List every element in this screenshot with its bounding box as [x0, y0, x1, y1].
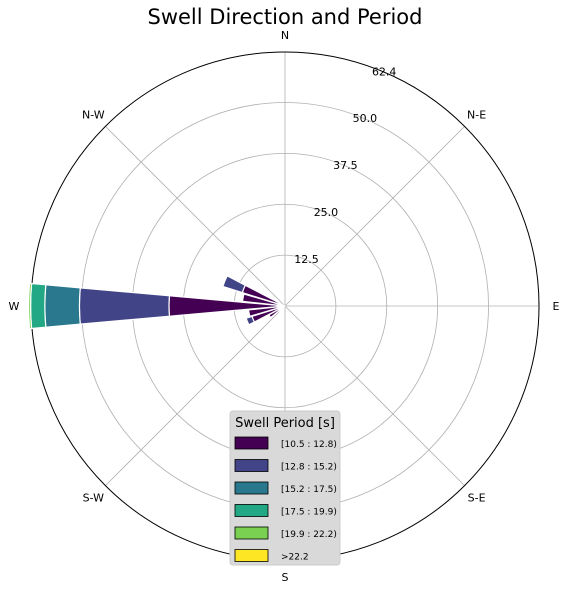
rose-bars	[29, 276, 285, 329]
radial-tick-label-0: 12.5	[294, 253, 319, 266]
legend-swatch-2	[235, 482, 268, 494]
legend-label-1: [12.8 : 15.2)	[281, 463, 337, 473]
bar-0-bin-2	[45, 285, 80, 327]
direction-label-n-w: N-W	[82, 108, 105, 121]
radial-tick-label-4: 62.4	[372, 65, 397, 78]
legend-swatch-4	[235, 527, 268, 539]
direction-label-s: S	[282, 571, 289, 584]
legend-title: Swell Period [s]	[235, 416, 335, 431]
legend-label-0: [10.5 : 12.8)	[281, 440, 337, 450]
direction-label-n-e: N-E	[467, 108, 486, 121]
legend-swatch-1	[235, 460, 268, 472]
direction-label-w: W	[9, 300, 20, 313]
legend: Swell Period [s] [10.5 : 12.8) [12.8 : 15…	[230, 411, 340, 565]
legend-swatch-5	[235, 550, 268, 562]
legend-swatch-0	[235, 437, 268, 449]
bar-0-bin-1	[79, 288, 169, 324]
chart-title: Swell Direction and Period	[148, 5, 423, 29]
legend-label-5: >22.2	[281, 553, 309, 563]
radial-tick-label-3: 50.0	[353, 112, 378, 125]
grid-spoke-1	[285, 126, 465, 306]
legend-label-3: [17.5 : 19.9)	[281, 508, 337, 518]
direction-label-s-w: S-W	[83, 492, 105, 505]
legend-label-4: [19.9 : 22.2)	[281, 530, 337, 540]
direction-label-n: N	[281, 29, 289, 42]
bar-0-bin-3	[31, 284, 46, 329]
direction-label-s-e: S-E	[468, 492, 486, 505]
radial-tick-label-2: 37.5	[333, 159, 358, 172]
legend-label-2: [15.2 : 17.5)	[281, 485, 337, 495]
radial-tick-label-1: 25.0	[314, 206, 339, 219]
direction-label-e: E	[553, 300, 560, 313]
legend-swatch-3	[235, 505, 268, 517]
bar-0-bin-4	[29, 283, 32, 328]
grid-spoke-7	[105, 126, 285, 306]
